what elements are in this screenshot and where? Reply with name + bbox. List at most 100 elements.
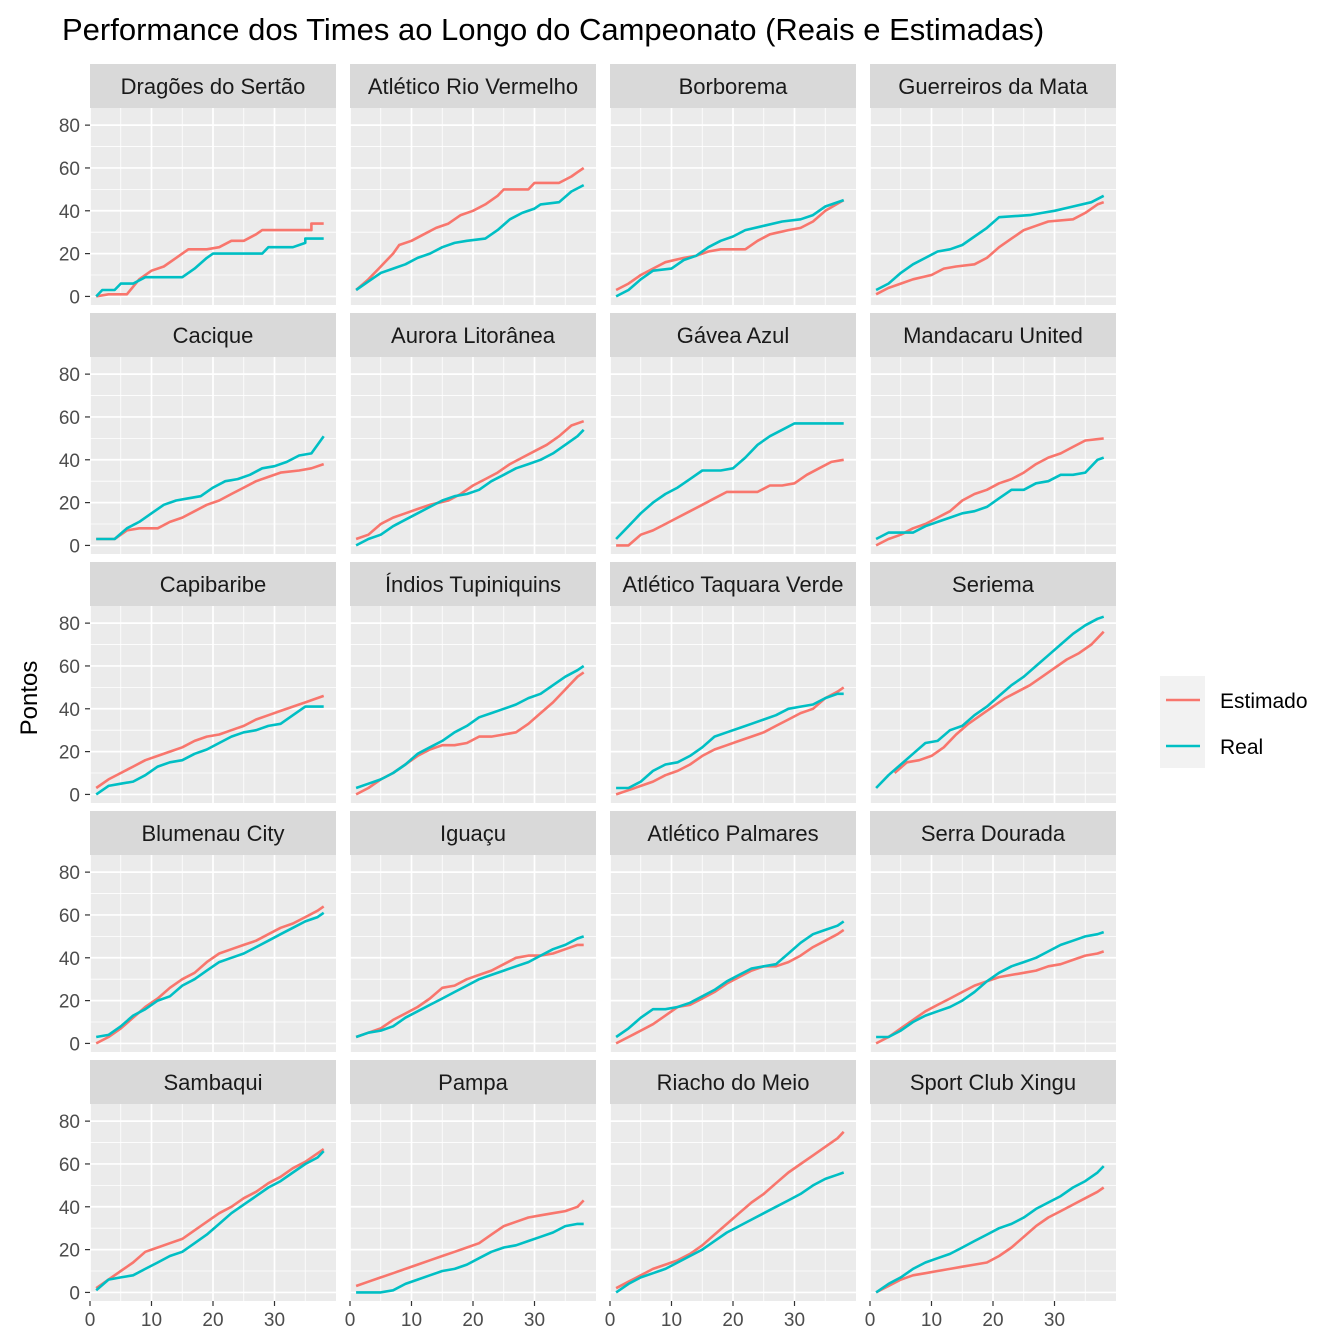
y-tick-label: 80 <box>59 614 80 635</box>
facet-panel: Borborema <box>609 64 856 305</box>
facet-strip <box>90 562 336 606</box>
y-tick-label: 80 <box>59 116 80 137</box>
x-tick-label: 10 <box>401 1310 422 1331</box>
x-tick-label: 30 <box>524 1310 545 1331</box>
series-line-real <box>95 911 325 1039</box>
y-tick-label: 60 <box>59 906 80 927</box>
legend-background <box>1160 676 1205 768</box>
facet-strip-label: Borborema <box>679 74 789 99</box>
y-tick-label: 40 <box>59 451 80 472</box>
facet-panel: Atlético Palmares <box>609 811 856 1052</box>
series-line-real <box>95 237 324 298</box>
y-tick-label: 20 <box>59 1241 80 1262</box>
series-line-real <box>355 664 585 790</box>
facet-strip <box>610 1060 856 1104</box>
facet-strip <box>90 1060 336 1104</box>
series-line-real <box>875 194 1105 292</box>
facet-strip-label: Aurora Litorânea <box>391 323 556 348</box>
facet-strip-label: Atlético Taquara Verde <box>623 572 844 597</box>
facet-panel: Cacique <box>89 313 336 554</box>
y-axis-title: Pontos <box>16 661 43 736</box>
x-tick-label: 0 <box>85 1310 96 1331</box>
series-line-estimado <box>95 694 325 790</box>
legend-label-real: Real <box>1220 736 1263 759</box>
x-tick-label: 0 <box>345 1310 356 1331</box>
facet-strip <box>870 1060 1116 1104</box>
facet-strip <box>610 562 856 606</box>
facet-strip <box>610 811 856 855</box>
y-tick-label: 60 <box>59 1155 80 1176</box>
facet-strip-label: Atlético Rio Vermelho <box>368 74 578 99</box>
series-line-real <box>876 930 1105 1039</box>
series-line-real <box>96 435 325 541</box>
y-tick-label: 80 <box>59 1112 80 1133</box>
facet-panels: Dragões do Sertão Atlético Rio Vermelho Bo… <box>89 64 1116 1301</box>
series-line-estimado <box>875 437 1104 547</box>
y-tick-label: 40 <box>59 949 80 970</box>
x-tick-label: 10 <box>921 1310 942 1331</box>
facet-strip-label: Mandacaru United <box>903 323 1083 348</box>
facet-panel: Sambaqui <box>89 1060 336 1301</box>
series-line-estimado <box>875 200 1105 296</box>
x-tick-label: 30 <box>784 1310 805 1331</box>
facet-strip-label: Índios Tupiniquins <box>385 572 561 597</box>
chart-title: Performance dos Times ao Longo do Campeo… <box>62 12 1044 47</box>
series-line-real <box>95 705 324 796</box>
facet-strip <box>870 562 1116 606</box>
y-axes: 0 20 40 60 80 0 20 40 60 80 0 20 40 60 80 0 20 40 60 80 0 20 4… <box>59 116 90 1304</box>
y-tick-label: 40 <box>59 202 80 223</box>
x-tick-label: 30 <box>264 1310 285 1331</box>
series-line-real <box>875 1165 1105 1294</box>
facet-strip <box>870 313 1116 357</box>
series-line-real <box>355 183 585 292</box>
series-line-estimado <box>96 462 325 541</box>
x-axes: 0 10 20 30 0 10 20 30 0 10 20 30 0 10 20 30 <box>85 1301 1065 1331</box>
x-tick-label: 20 <box>462 1310 483 1331</box>
y-tick-label: 40 <box>59 700 80 721</box>
facet-strip <box>90 811 336 855</box>
series-line-estimado <box>875 950 1105 1045</box>
y-tick-label: 40 <box>59 1198 80 1219</box>
y-tick-label: 80 <box>59 365 80 386</box>
y-tick-label: 20 <box>59 743 80 764</box>
x-tick-label: 20 <box>722 1310 743 1331</box>
series-line-real <box>616 692 844 790</box>
y-tick-label: 60 <box>59 657 80 678</box>
y-tick-label: 0 <box>69 1034 80 1055</box>
y-tick-label: 60 <box>59 408 80 429</box>
facet-panel: Iguaçu <box>349 811 596 1052</box>
series-line-estimado <box>893 630 1105 774</box>
facet-panel: Guerreiros da Mata <box>869 64 1116 305</box>
facet-strip-label: Guerreiros da Mata <box>898 74 1088 99</box>
facet-strip-label: Cacique <box>173 323 254 348</box>
series-line-estimado <box>355 943 584 1039</box>
facet-panel: Dragões do Sertão <box>89 64 336 305</box>
facet-strip-label: Dragões do Sertão <box>121 74 306 99</box>
x-tick-label: 30 <box>1044 1310 1065 1331</box>
facet-strip <box>350 64 596 108</box>
series-line-estimado <box>355 166 585 291</box>
facet-strip <box>350 562 596 606</box>
series-line-real <box>355 935 585 1039</box>
x-tick-label: 0 <box>865 1310 876 1331</box>
facet-strip <box>350 313 596 357</box>
legend: Estimado Real <box>1160 676 1308 768</box>
y-tick-label: 80 <box>59 863 80 884</box>
x-tick-label: 0 <box>605 1310 616 1331</box>
series-line-real <box>356 1222 584 1294</box>
series-line-estimado <box>615 686 845 796</box>
facet-panel: Mandacaru United <box>869 313 1116 554</box>
y-tick-label: 0 <box>69 785 80 806</box>
y-tick-label: 60 <box>59 159 80 180</box>
facet-panel: Capibaribe <box>89 562 336 803</box>
facet-strip-label: Riacho do Meio <box>657 1070 810 1095</box>
series-line-real <box>875 615 1105 789</box>
facet-strip-label: Seriema <box>952 572 1035 597</box>
facet-strip <box>610 313 856 357</box>
x-tick-label: 20 <box>202 1310 223 1331</box>
facet-panel: Sport Club Xingu <box>869 1060 1116 1301</box>
facet-strip <box>90 64 336 108</box>
y-tick-label: 0 <box>69 287 80 308</box>
facet-strip-label: Gávea Azul <box>677 323 790 348</box>
facet-strip-label: Capibaribe <box>160 572 266 597</box>
